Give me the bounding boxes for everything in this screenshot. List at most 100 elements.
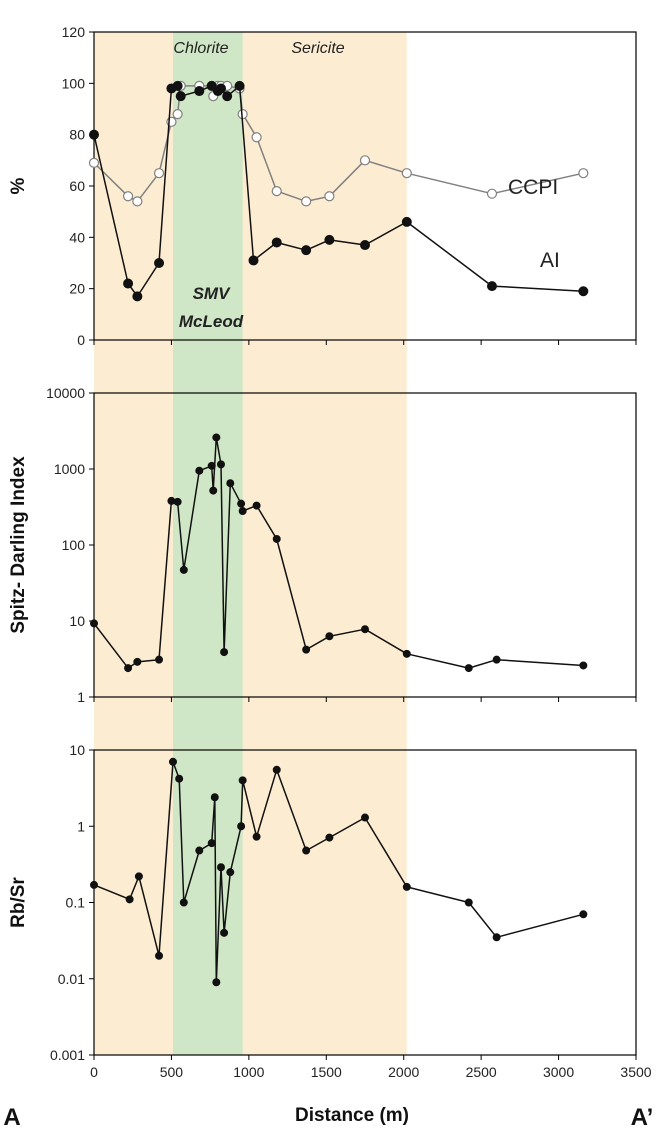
data-point-ccpi: [401, 168, 412, 179]
data-point-panel-2: [302, 645, 311, 654]
section-start-label: A: [3, 1104, 20, 1131]
data-point-panel-2: [252, 501, 261, 510]
data-point-ccpi: [132, 196, 143, 207]
ccpi-series-label: CCPI: [508, 176, 558, 199]
data-point-panel-3: [325, 833, 334, 842]
data-point-ai: [172, 80, 183, 91]
data-point-panel-3: [272, 765, 281, 774]
data-point-panel-2: [238, 507, 247, 516]
data-point-ccpi: [251, 132, 262, 143]
alteration-zone-bands: [94, 32, 407, 1055]
data-point-panel-3: [134, 872, 143, 881]
data-point-panel-3: [226, 868, 235, 877]
x-tick-label: 500: [160, 1064, 184, 1080]
data-point-panel-3: [168, 757, 177, 766]
ai-series-label: AI: [540, 249, 560, 272]
data-point-ai: [248, 255, 259, 266]
x-tick-label: 2500: [466, 1064, 497, 1080]
data-point-panel-3: [220, 928, 229, 937]
data-point-ai: [271, 237, 282, 248]
data-point-ccpi: [122, 191, 134, 202]
data-point-panel-3: [361, 813, 369, 822]
data-point-panel-3: [492, 933, 501, 942]
data-point-ai: [578, 286, 589, 297]
y-tick-label: 40: [69, 229, 85, 245]
y-axis-title-2: Spitz- Darling Index: [8, 456, 29, 634]
data-point-ai: [175, 91, 186, 102]
data-point-panel-2: [209, 486, 218, 495]
data-point-panel-3: [175, 774, 184, 783]
data-point-panel-2: [207, 461, 216, 470]
data-point-ccpi: [153, 168, 165, 179]
data-point-panel-2: [212, 433, 221, 442]
data-point-panel-2: [464, 664, 473, 673]
y-tick-label: 100: [62, 537, 86, 553]
data-point-panel-2: [124, 664, 133, 673]
section-end-label: A’: [631, 1104, 654, 1131]
data-point-panel-3: [210, 793, 219, 802]
x-tick-label: 1000: [233, 1064, 264, 1080]
data-point-ccpi: [301, 196, 312, 207]
x-tick-label: 0: [90, 1064, 98, 1080]
data-point-ai: [222, 91, 233, 102]
chlorite-zone-label: Chlorite: [173, 40, 228, 57]
data-point-ai: [360, 240, 370, 251]
data-point-ccpi: [486, 188, 498, 199]
y-tick-label: 0.1: [66, 895, 86, 911]
data-point-ai: [234, 80, 245, 91]
data-point-panel-3: [302, 846, 311, 855]
y-tick-label: 1: [77, 689, 85, 705]
y-axis-title-3: Rb/Sr: [8, 877, 29, 928]
data-point-panel-2: [133, 657, 142, 666]
y-tick-label: 120: [62, 24, 86, 40]
data-point-panel-2: [226, 479, 235, 488]
data-point-ai: [486, 281, 497, 292]
data-point-ccpi: [172, 109, 183, 120]
data-point-panel-3: [207, 839, 216, 848]
data-point-panel-2: [195, 466, 204, 475]
data-point-panel-2: [220, 648, 229, 657]
data-point-ai: [301, 245, 312, 256]
y-tick-label: 80: [69, 127, 85, 143]
mcleod-label: McLeod: [179, 312, 244, 331]
y-axis-title-1: %: [8, 177, 29, 194]
data-point-ai: [401, 216, 412, 227]
data-point-panel-2: [90, 619, 98, 628]
data-point-panel-2: [402, 649, 411, 658]
data-point-ai: [194, 86, 205, 97]
data-point-panel-3: [212, 978, 221, 987]
data-point-ai: [132, 291, 143, 302]
data-point-panel-2: [361, 625, 369, 634]
data-point-panel-2: [179, 565, 188, 574]
data-point-panel-2: [155, 655, 164, 664]
zone-band-sericite: [94, 32, 407, 1055]
data-point-panel-3: [464, 898, 473, 907]
data-point-panel-3: [155, 951, 164, 960]
y-tick-label: 0.01: [58, 971, 85, 987]
y-tick-label: 0.001: [50, 1047, 85, 1063]
y-tick-label: 1000: [54, 461, 85, 477]
data-point-ai: [154, 258, 165, 268]
x-tick-label: 2000: [388, 1064, 419, 1080]
data-point-panel-3: [237, 822, 246, 831]
y-tick-label: 10: [69, 742, 85, 758]
data-point-ai: [324, 234, 335, 245]
chart-marks: [88, 80, 589, 987]
data-point-ai: [89, 129, 99, 140]
x-tick-label: 3500: [620, 1064, 651, 1080]
zone-band-chlorite: [172, 32, 243, 1055]
data-point-panel-2: [272, 534, 281, 543]
data-point-panel-2: [216, 460, 225, 469]
data-point-panel-3: [90, 880, 98, 889]
x-axis-title: Distance (m): [295, 1105, 409, 1126]
y-tick-label: 100: [62, 75, 86, 91]
data-point-panel-3: [402, 882, 411, 891]
y-tick-label: 10000: [46, 385, 85, 401]
data-point-ccpi: [271, 186, 282, 197]
y-tick-label: 0: [77, 332, 85, 348]
y-tick-label: 60: [69, 178, 85, 194]
data-point-panel-3: [179, 898, 188, 907]
y-tick-label: 20: [69, 281, 85, 297]
